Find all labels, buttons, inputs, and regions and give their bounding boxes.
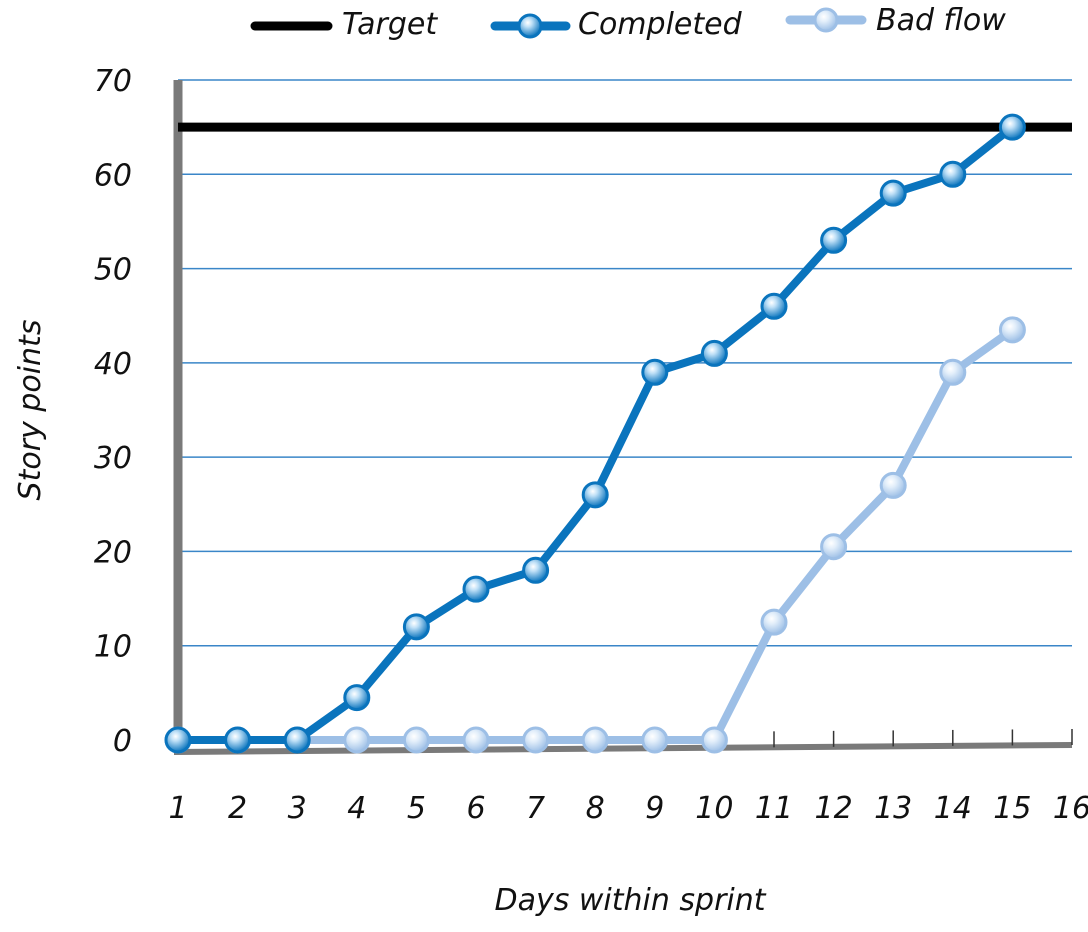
- point-completed: [939, 160, 967, 188]
- y-axis-ticks: 0 10 20 30 40 50 60 70: [94, 64, 132, 759]
- legend-item-target: Target: [250, 7, 438, 42]
- gridlines: [178, 79, 1072, 647]
- y-tick-label: 40: [94, 347, 132, 382]
- point-bad-flow: [462, 726, 490, 754]
- x-tick-label: 4: [347, 791, 366, 826]
- point-completed: [760, 292, 788, 320]
- x-tick-label: 7: [526, 791, 545, 826]
- point-bad-flow: [998, 316, 1026, 344]
- series-line-completed: [174, 123, 1017, 744]
- series-completed: [164, 113, 1026, 754]
- x-tick-label: 10: [695, 791, 733, 826]
- point-completed: [224, 726, 252, 754]
- axes: [173, 80, 1073, 755]
- point-completed: [879, 179, 907, 207]
- point-completed: [462, 575, 490, 603]
- point-completed: [581, 481, 609, 509]
- x-tick-label: 15: [993, 791, 1031, 826]
- legend-marker-completed: [517, 13, 543, 39]
- point-bad-flow: [402, 726, 430, 754]
- point-completed: [700, 339, 728, 367]
- y-tick-label: 0: [113, 724, 132, 759]
- point-completed: [283, 726, 311, 754]
- y-tick-label: 20: [94, 535, 132, 570]
- legend-item-completed: Completed: [490, 7, 743, 42]
- point-completed: [164, 726, 192, 754]
- series-line-bad-flow: [174, 325, 1017, 744]
- point-bad-flow: [939, 358, 967, 386]
- legend-marker-bad-flow: [813, 7, 839, 33]
- point-bad-flow: [820, 533, 848, 561]
- point-completed: [522, 556, 550, 584]
- y-axis-title: Story points: [13, 320, 48, 501]
- x-tick-label: 6: [466, 791, 485, 826]
- point-bad-flow: [641, 726, 669, 754]
- y-tick-label: 10: [94, 630, 132, 665]
- point-bad-flow: [581, 726, 609, 754]
- x-tick-label: 12: [815, 791, 853, 826]
- point-bad-flow: [700, 726, 728, 754]
- y-tick-label: 70: [94, 64, 132, 99]
- point-bad-flow: [343, 726, 371, 754]
- x-tick-label: 9: [645, 791, 664, 826]
- point-completed: [343, 684, 371, 712]
- point-completed: [998, 113, 1026, 141]
- y-tick-label: 60: [94, 158, 132, 193]
- legend-label-bad-flow: Bad flow: [876, 3, 1006, 38]
- x-tick-label: 11: [755, 791, 793, 826]
- x-tick-label: 13: [874, 791, 912, 826]
- point-bad-flow: [879, 471, 907, 499]
- point-completed: [820, 226, 848, 254]
- y-tick-label: 50: [94, 253, 132, 288]
- point-completed: [402, 613, 430, 641]
- series-bad-flow: [164, 316, 1026, 754]
- y-tick-label: 30: [94, 441, 132, 476]
- x-axis-title: Days within sprint: [494, 883, 766, 918]
- legend: Target Completed Bad flow: [250, 3, 1006, 42]
- x-axis-line: [173, 742, 1073, 755]
- x-tick-label: 8: [586, 791, 605, 826]
- legend-label-completed: Completed: [578, 7, 743, 42]
- x-axis-ticks: 1 2 3 4 5 6 7 8 9 10 11 12 13 14 15 16: [168, 729, 1088, 826]
- point-bad-flow: [522, 726, 550, 754]
- legend-label-target: Target: [342, 7, 438, 42]
- x-tick-label: 16: [1053, 791, 1088, 826]
- point-bad-flow: [760, 608, 788, 636]
- x-tick-label: 5: [407, 791, 426, 826]
- x-tick-label: 1: [168, 791, 187, 826]
- x-tick-label: 3: [288, 791, 307, 826]
- x-tick-label: 2: [228, 791, 247, 826]
- series-group: [164, 113, 1026, 754]
- point-completed: [641, 358, 669, 386]
- x-tick-label: 14: [934, 791, 972, 826]
- legend-item-bad-flow: Bad flow: [785, 3, 1006, 38]
